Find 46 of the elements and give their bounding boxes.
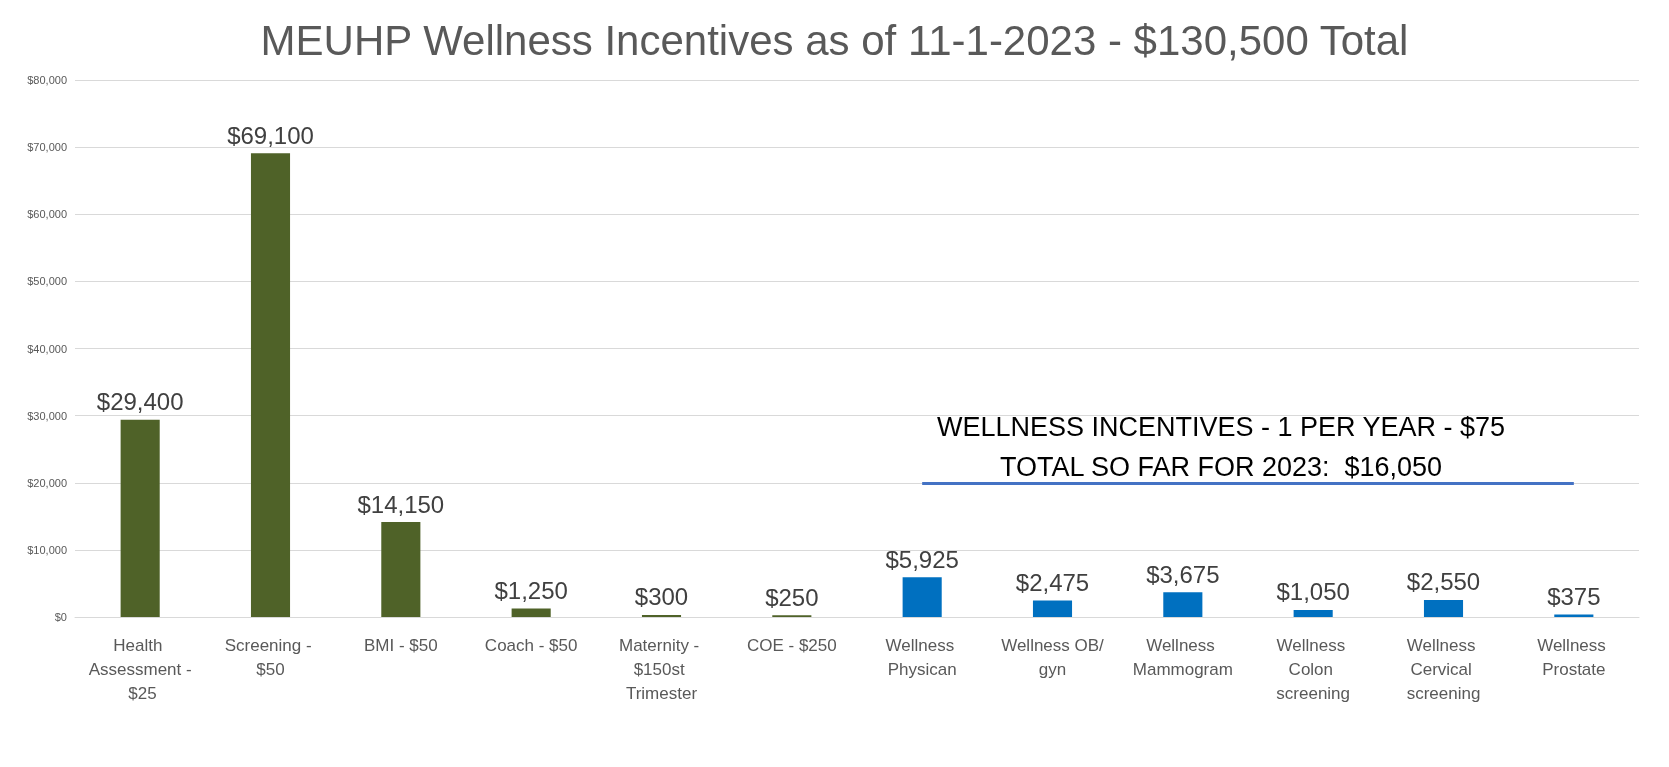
y-tick-label: $70,000 (27, 141, 67, 154)
x-tick-label: Screening - $50 (224, 635, 317, 679)
data-label: $1,050 (1276, 578, 1350, 606)
data-label: $2,475 (1015, 568, 1090, 596)
x-tick-label: Maternity - $150st Trimester (618, 635, 705, 703)
data-label: $250 (765, 583, 819, 611)
data-label: $2,550 (1406, 568, 1481, 596)
data-label: $14,150 (357, 490, 445, 518)
x-tick-label: Health Assessment - $25 (88, 635, 192, 703)
bar (1554, 614, 1594, 617)
x-tick-label: COE - $250 (746, 635, 837, 655)
y-tick-label: $30,000 (27, 409, 67, 422)
y-tick-label: $50,000 (27, 275, 67, 288)
bar (381, 522, 421, 617)
data-label: $3,675 (1146, 560, 1220, 588)
data-label: $375 (1547, 582, 1601, 610)
bar (902, 577, 942, 617)
data-label: $300 (634, 583, 689, 611)
x-tick-label: Wellness Mammogram (1132, 635, 1233, 679)
y-tick-label: $60,000 (27, 208, 67, 221)
x-tick-label: Wellness Physican (885, 635, 959, 679)
bar (1163, 592, 1203, 617)
x-tick-label: Coach - $50 (484, 635, 578, 655)
x-tick-label: Wellness OB/gyn (1001, 635, 1105, 679)
x-tick-label: Wellness Colon screening (1276, 635, 1351, 703)
annotation: WELLNESS INCENTIVES - 1 PER YEAR - $75 TOTAL SO FAR FOR 2023: $16,050 (936, 412, 1506, 482)
bar (1032, 600, 1073, 617)
y-tick-label: $20,000 (27, 476, 67, 489)
y-tick-label: $0 (54, 611, 67, 623)
bar (120, 419, 160, 617)
data-label: $1,250 (494, 577, 568, 605)
bar (511, 608, 551, 617)
data-label: $69,100 (227, 121, 314, 149)
x-tick-label: Wellness Cervical screening (1406, 635, 1481, 703)
bar (641, 614, 682, 617)
y-tick-label: $40,000 (27, 342, 67, 355)
data-label: $5,925 (885, 545, 959, 573)
y-tick-label: $80,000 (27, 74, 67, 86)
bar (250, 153, 291, 617)
x-tick-label: Wellness Prostate (1537, 635, 1611, 679)
data-label: $29,400 (96, 388, 184, 416)
bar (1293, 609, 1333, 617)
bar (1423, 599, 1464, 617)
chart-title: MEUHP Wellness Incentives as of 11-1-2023 - $130,500 Total (260, 16, 1409, 64)
y-tick-label: $10,000 (27, 543, 67, 556)
x-tick-label: BMI - $50 (363, 635, 438, 655)
